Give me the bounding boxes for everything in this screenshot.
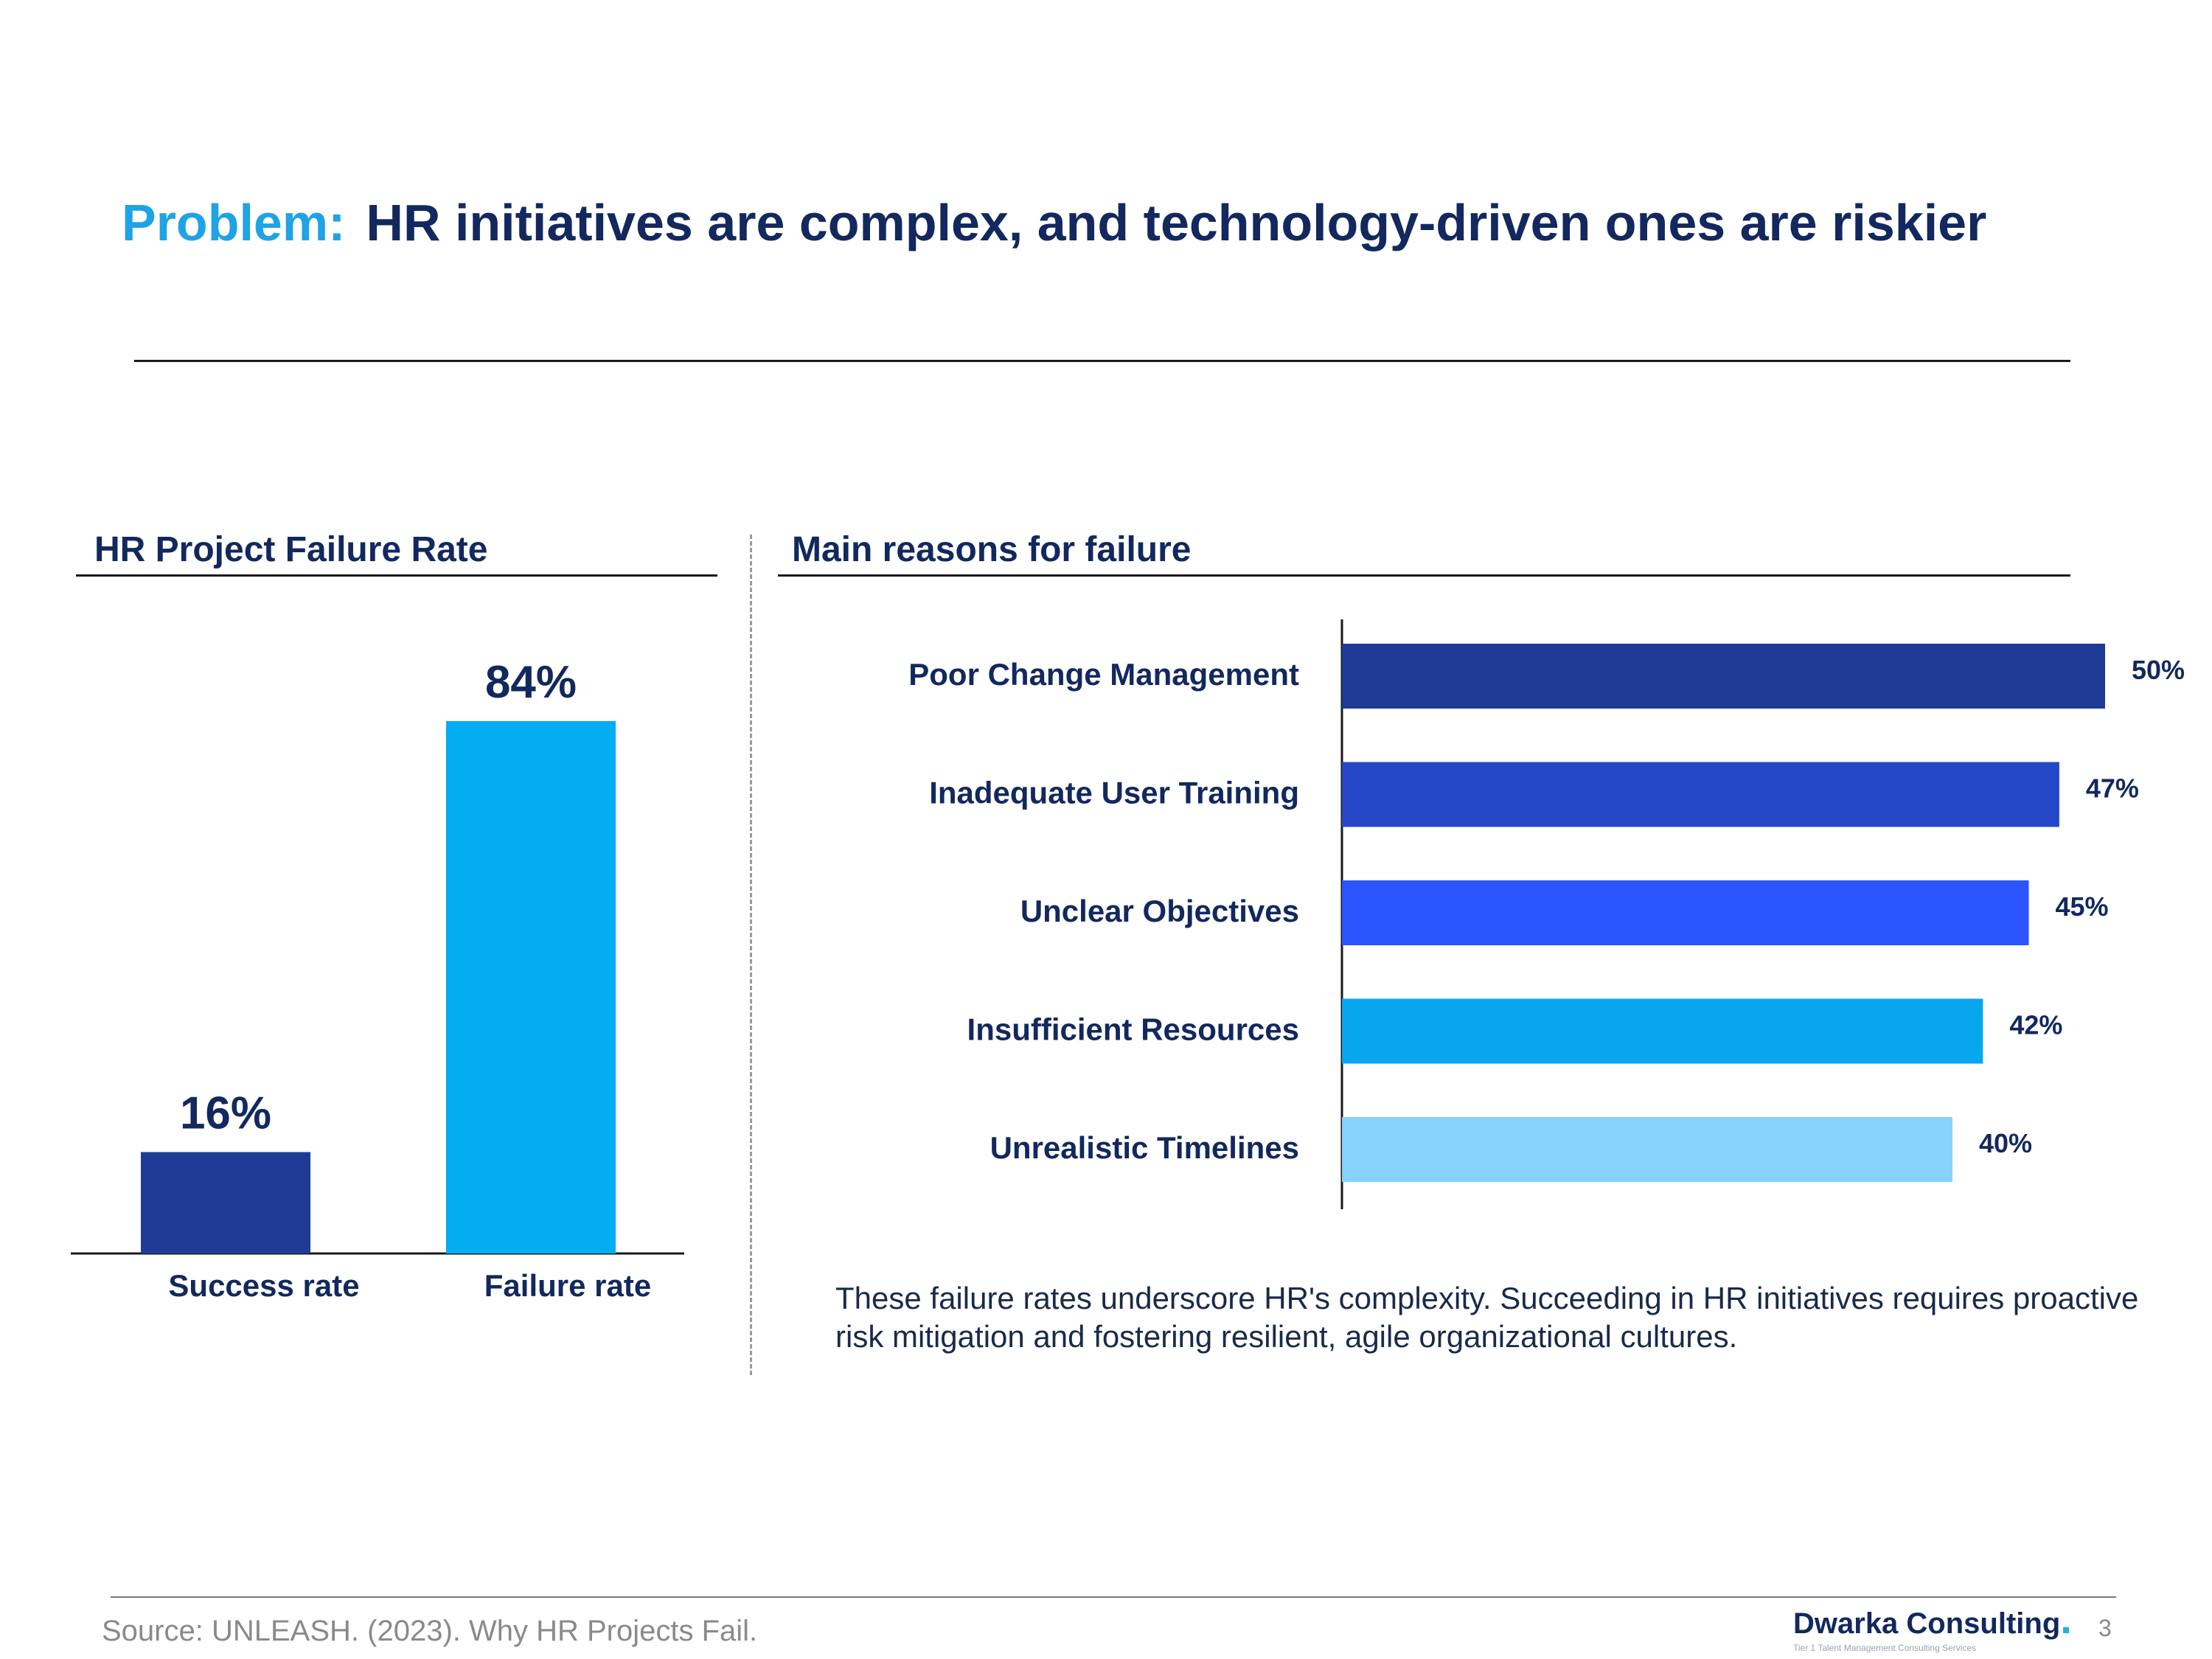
right-panel-rule — [778, 574, 2070, 577]
title-prefix: Problem: — [122, 194, 346, 251]
hbar-data-label: 47% — [2086, 773, 2139, 804]
hbar-category-label: Unclear Objectives — [1020, 894, 1299, 928]
hbar-data-label: 50% — [2132, 655, 2185, 685]
source-citation: Source: UNLEASH. (2023). Why HR Projects… — [102, 1615, 758, 1647]
hbar — [1342, 880, 2029, 945]
brand-dot-icon: . — [2060, 1596, 2072, 1642]
hbar-data-label: 45% — [2056, 891, 2109, 922]
left-panel-rule — [76, 574, 717, 577]
column-bar — [141, 1152, 310, 1253]
hbar — [1342, 1117, 1952, 1182]
hbar-category-label: Poor Change Management — [908, 657, 1299, 692]
hbar-category-label: Insufficient Resources — [967, 1012, 1299, 1047]
brand-tagline: Tier 1 Talent Management Consulting Serv… — [1793, 1643, 1977, 1653]
findings-note: These failure rates underscore HR's comp… — [835, 1281, 2139, 1354]
brand-name: Dwarka Consulting — [1793, 1607, 2061, 1640]
title-rule — [134, 360, 2070, 362]
title-text: HR initiatives are complex, and technolo… — [366, 194, 1987, 251]
page-number: 3 — [2098, 1615, 2112, 1641]
column-bar — [446, 721, 616, 1253]
hbar — [1342, 762, 2059, 827]
column-data-label: 16% — [180, 1088, 271, 1138]
hbar — [1342, 998, 1983, 1064]
column-category-label: Failure rate — [484, 1268, 651, 1303]
hbar — [1342, 644, 2105, 709]
brand-logo: Dwarka Consulting. — [1793, 1599, 2072, 1641]
footer-rule — [111, 1596, 2116, 1598]
hbar-category-label: Unrealistic Timelines — [990, 1130, 1299, 1165]
column-data-label: 84% — [485, 657, 577, 708]
slide-title: Problem: HR initiatives are complex, and … — [122, 193, 2186, 252]
left-panel-heading: HR Project Failure Rate — [94, 530, 488, 569]
hbar-category-label: Inadequate User Training — [929, 776, 1299, 810]
hbar-data-label: 42% — [2009, 1010, 2062, 1040]
panel-divider — [750, 535, 752, 1375]
right-panel-heading: Main reasons for failure — [792, 530, 1192, 569]
hbar-data-label: 40% — [1979, 1128, 2032, 1158]
column-category-label: Success rate — [168, 1268, 359, 1303]
